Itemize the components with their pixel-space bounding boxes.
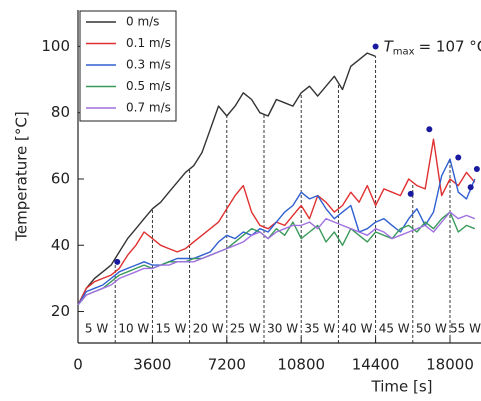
- annotation: Tmax = 107 °C: [384, 37, 481, 58]
- max-marker: [407, 190, 414, 197]
- legend-label: 0.1 m/s: [126, 36, 171, 50]
- power-label: 25 W: [230, 322, 261, 336]
- max-marker: [473, 166, 480, 173]
- series-line: [77, 211, 476, 306]
- legend: 0 m/s 0.1 m/s 0.3 m/s 0.5 m/s 0.7 m/s: [79, 10, 177, 122]
- max-marker: [426, 126, 433, 133]
- max-marker: [467, 184, 474, 191]
- annotation-text: = 107 °C: [419, 37, 481, 55]
- y-tick-label: 100: [41, 37, 70, 55]
- max-marker: [114, 258, 121, 265]
- power-label: 45 W: [379, 322, 410, 336]
- legend-label: 0.5 m/s: [126, 79, 171, 93]
- y-tick-label: 80: [51, 103, 70, 121]
- y-tick-label: 20: [51, 302, 70, 320]
- power-label: 20 W: [193, 322, 224, 336]
- x-tick-label: 18000: [426, 356, 474, 374]
- power-label: 55 W: [450, 322, 481, 336]
- x-tick-label: 14400: [352, 356, 400, 374]
- x-tick-label: 0: [73, 356, 83, 374]
- x-tick-label: 7200: [208, 356, 246, 374]
- power-label: 10 W: [118, 322, 149, 336]
- y-axis-label: Temperature [°C]: [13, 111, 31, 241]
- max-marker: [372, 43, 379, 50]
- annotation-symbol: T: [384, 37, 395, 55]
- power-label: 40 W: [342, 322, 373, 336]
- x-axis-label: Time [s]: [371, 378, 433, 396]
- legend-box: [79, 10, 177, 122]
- power-label: 30 W: [267, 322, 298, 336]
- legend-label: 0.3 m/s: [126, 58, 171, 72]
- x-tick-label: 3600: [133, 356, 171, 374]
- power-label: 5 W: [85, 322, 108, 336]
- power-label: 15 W: [156, 322, 187, 336]
- power-label: 35 W: [304, 322, 335, 336]
- power-label: 50 W: [416, 322, 447, 336]
- x-tick-label: 10800: [277, 356, 325, 374]
- series-line: [77, 158, 476, 306]
- series-line: [77, 52, 376, 306]
- series-line: [77, 211, 476, 306]
- legend-label: 0.7 m/s: [126, 101, 171, 115]
- legend-label: 0 m/s: [126, 15, 159, 29]
- annotation-subscript: max: [393, 46, 415, 57]
- max-marker: [455, 154, 462, 161]
- y-tick-label: 60: [51, 169, 70, 187]
- y-tick-label: 40: [51, 236, 70, 254]
